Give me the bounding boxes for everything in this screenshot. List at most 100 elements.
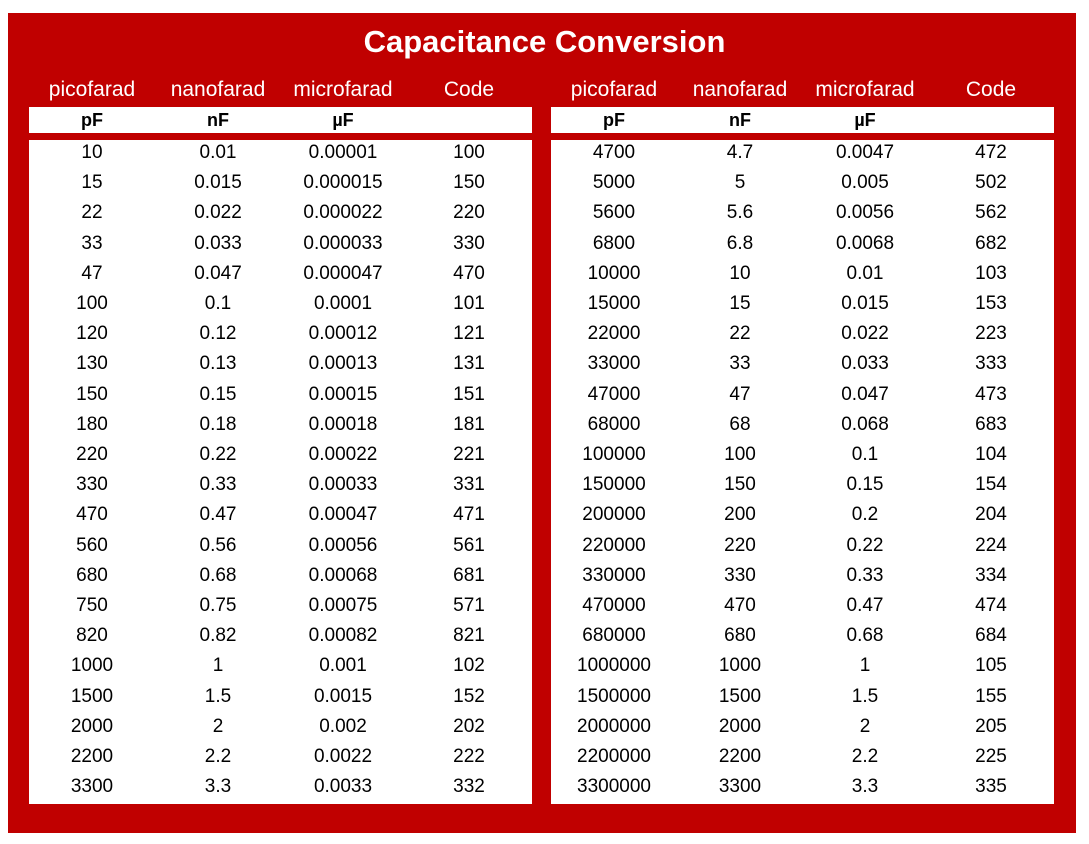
table-cell: 223 [975, 323, 1007, 345]
table-cell: 0.000033 [303, 232, 383, 254]
table-cell: 571 [453, 595, 485, 616]
table-cell: 181 [453, 413, 485, 435]
table-cell: 0.68 [199, 564, 237, 586]
table-cell: 820 [76, 625, 108, 647]
table-cell: 0.000022 [303, 202, 383, 224]
table-cell: 22 [729, 323, 751, 345]
table-cell: 22000 [587, 323, 641, 345]
table-cell: 1000 [70, 655, 114, 677]
table-cell: 22 [81, 202, 103, 224]
table-cell: 1000 [718, 655, 762, 677]
table-cell: 2 [859, 715, 871, 737]
table-cell: 47 [729, 383, 751, 405]
table-cell: 0.0047 [835, 142, 895, 163]
table-cell: 3.3 [851, 776, 879, 798]
table-cell: 681 [453, 564, 485, 586]
table-cell: 205 [975, 715, 1007, 737]
table-cell: 680 [724, 625, 756, 647]
table-cell: 220 [724, 534, 756, 556]
column-header: Code [443, 78, 495, 101]
table-cell: 5600 [592, 202, 636, 224]
table-cell: 0.18 [199, 413, 237, 435]
table-cell: 0.13 [199, 353, 237, 375]
table-cell: 680000 [582, 625, 646, 647]
table-cell: 0.0015 [313, 685, 373, 707]
table-cell: 102 [453, 655, 485, 677]
table-cell: 2.2 [851, 746, 879, 767]
column-header: nanofarad [692, 78, 788, 101]
table-cell: 0.015 [841, 293, 889, 314]
table-cell: 204 [975, 504, 1007, 526]
unit-label: nF [207, 110, 229, 130]
table-cell: 47 [81, 262, 103, 284]
table-cell: 474 [975, 595, 1007, 616]
table-cell: 5.6 [726, 202, 754, 224]
table-cell: 0.00033 [308, 474, 378, 496]
table-cell: 0.000047 [303, 262, 383, 284]
table-cell: 101 [453, 293, 485, 314]
table-cell: 0.82 [199, 625, 237, 647]
table-cell: 100000 [582, 444, 646, 465]
table-cell: 2000000 [577, 715, 651, 737]
table-cell: 0.00015 [308, 383, 378, 405]
column-header: picofarad [48, 78, 136, 101]
table-cell: 100 [724, 444, 756, 465]
table-cell: 0.00082 [308, 625, 378, 647]
table-cell: 0.00068 [308, 564, 378, 586]
table-cell: 0.33 [199, 474, 237, 496]
column-header: picofarad [570, 78, 658, 101]
table-cell: 6.8 [726, 232, 754, 254]
table-cell: 68 [729, 413, 751, 435]
table-cell: 224 [975, 534, 1007, 556]
column-header: nanofarad [170, 78, 266, 101]
table-cell: 471 [453, 504, 485, 526]
table-cell: 225 [975, 746, 1007, 767]
column-header: Code [965, 78, 1017, 101]
table-cell: 0.0056 [835, 202, 895, 224]
table-cell: 470 [724, 595, 756, 616]
table-cell: 0.22 [199, 444, 237, 465]
table-cell: 750 [76, 595, 108, 616]
table-cell: 3300 [70, 776, 114, 798]
data-panel [551, 140, 1054, 804]
table-cell: 1.5 [851, 685, 879, 707]
table-cell: 330 [453, 232, 485, 254]
table-cell: 105 [975, 655, 1007, 677]
table-cell: 470000 [582, 595, 646, 616]
table-cell: 121 [453, 323, 485, 345]
table-cell: 130 [76, 353, 108, 375]
table-cell: 821 [453, 625, 485, 647]
table-cell: 104 [975, 444, 1007, 465]
unit-band [551, 107, 1054, 133]
table-cell: 334 [975, 564, 1007, 586]
table-cell: 0.00013 [308, 353, 378, 375]
table-cell: 472 [975, 142, 1007, 163]
table-cell: 220 [76, 444, 108, 465]
table-cell: 150000 [582, 474, 646, 496]
table-cell: 0.01 [846, 262, 884, 284]
table-cell: 150 [453, 172, 485, 194]
table-cell: 15 [729, 293, 751, 314]
table-cell: 562 [975, 202, 1007, 224]
table-cell: 683 [975, 413, 1007, 435]
table-cell: 331 [453, 474, 485, 496]
table-cell: 0.033 [841, 353, 889, 375]
column-header: microfarad [815, 78, 915, 101]
table-cell: 2.2 [204, 746, 232, 767]
table-cell: 200000 [582, 504, 646, 526]
table-cell: 0.001 [319, 655, 367, 677]
table-cell: 33 [81, 232, 103, 254]
table-cell: 0.00001 [308, 142, 378, 163]
unit-label: nF [729, 110, 751, 130]
table-cell: 154 [975, 474, 1007, 496]
table-cell: 3300 [718, 776, 762, 798]
table-cell: 0.022 [841, 323, 889, 345]
table-cell: 10 [81, 142, 103, 163]
table-cell: 200 [724, 504, 756, 526]
unit-label: pF [81, 110, 103, 130]
table-cell: 0.15 [846, 474, 884, 496]
table-cell: 220 [453, 202, 485, 224]
data-panel [29, 140, 532, 804]
table-cell: 0.047 [194, 262, 242, 284]
table-cell: 10000 [587, 262, 641, 284]
